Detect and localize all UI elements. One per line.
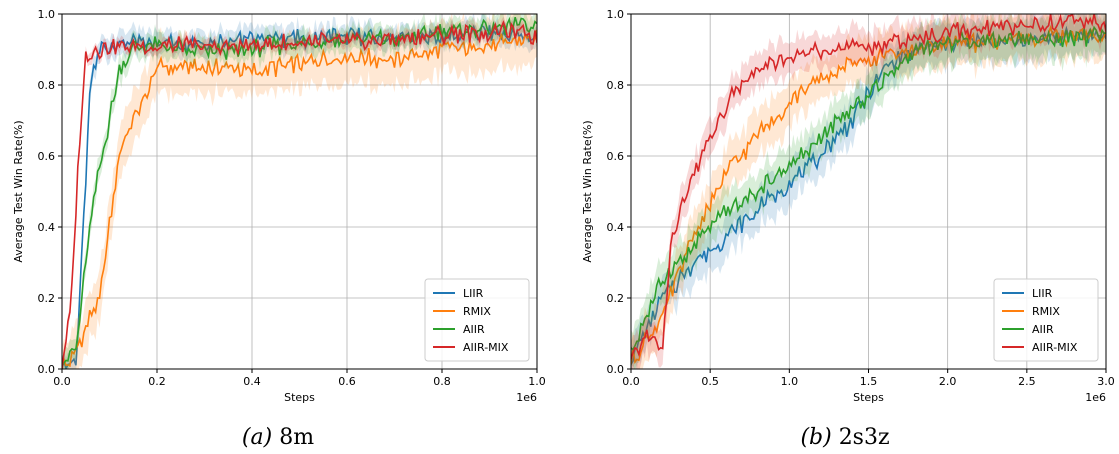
caption: (a) 8m — [242, 425, 314, 450]
x-tick-label: 1.0 — [528, 375, 546, 388]
x-tick-label: 2.5 — [1018, 375, 1036, 388]
legend-label: RMIX — [1032, 305, 1060, 318]
y-tick-label: 0.0 — [38, 363, 56, 376]
x-tick-label: 0.2 — [148, 375, 166, 388]
legend-label: AIIR-MIX — [1032, 341, 1078, 354]
band-rmix — [62, 14, 537, 369]
y-tick-label: 0.0 — [607, 363, 625, 376]
x-tick-label: 1.0 — [781, 375, 799, 388]
plot-area — [631, 14, 1106, 369]
series-line-rmix — [62, 29, 537, 369]
y-tick-label: 1.0 — [38, 8, 56, 21]
chart-panel-2: 0.0 0.5 1.0 1.5 2.0 2.5 3.0 0.0 0.2 0.4 0.6 0.8 1.0 S… — [581, 8, 1115, 450]
series-line-aiir-mix — [631, 14, 1106, 360]
x-axis-label: Steps — [284, 391, 315, 404]
caption-prefix: (a) — [242, 425, 279, 450]
band-rmix — [631, 14, 1106, 369]
y-tick-label: 0.8 — [607, 79, 625, 92]
band-aiir — [631, 14, 1106, 369]
series-line-aiir-mix — [62, 20, 537, 369]
y-tick-label: 0.4 — [38, 221, 56, 234]
caption-name: 2s3z — [839, 425, 890, 450]
x-tick-label: 0.0 — [622, 375, 640, 388]
x-offset-label: 1e6 — [1085, 391, 1106, 404]
plot-area — [62, 14, 537, 369]
x-tick-label: 2.0 — [939, 375, 957, 388]
y-axis-label: Average Test Win Rate(%) — [581, 120, 594, 262]
x-tick-label: 1.5 — [860, 375, 878, 388]
series-line-rmix — [631, 24, 1106, 365]
series-line-liir — [62, 24, 537, 369]
x-tick-label: 0.5 — [701, 375, 719, 388]
chart-panel-1: 0.0 0.2 0.4 0.6 0.8 1.0 0.0 0.2 0.4 0.6 0.8 1.0 Step… — [12, 8, 546, 450]
x-tick-label: 3.0 — [1097, 375, 1115, 388]
legend-label: LIIR — [463, 287, 484, 300]
y-axis-label: Average Test Win Rate(%) — [12, 120, 25, 262]
x-axis-label: Steps — [853, 391, 884, 404]
y-tick-label: 0.2 — [38, 292, 56, 305]
caption-prefix: (b) — [800, 425, 838, 450]
caption-name: 8m — [279, 425, 314, 450]
x-tick-label: 0.4 — [243, 375, 261, 388]
x-offset-label: 1e6 — [516, 391, 537, 404]
legend: LIIR RMIX AIIR AIIR-MIX — [424, 278, 530, 362]
x-tick-label: 0.6 — [338, 375, 356, 388]
legend-box — [424, 278, 530, 362]
y-tick-label: 0.8 — [38, 79, 56, 92]
legend: LIIR RMIX AIIR AIIR-MIX — [993, 278, 1099, 362]
series-line-aiir — [631, 25, 1106, 351]
y-tick-label: 0.6 — [607, 150, 625, 163]
y-tick-label: 1.0 — [607, 8, 625, 21]
y-tick-label: 0.2 — [607, 292, 625, 305]
x-tick-label: 0.0 — [53, 375, 71, 388]
legend-label: RMIX — [463, 305, 491, 318]
legend-label: LIIR — [1032, 287, 1053, 300]
legend-label: AIIR-MIX — [463, 341, 509, 354]
y-tick-label: 0.6 — [38, 150, 56, 163]
legend-label: AIIR — [463, 323, 485, 336]
y-tick-label: 0.4 — [607, 221, 625, 234]
x-tick-label: 0.8 — [433, 375, 451, 388]
legend-label: AIIR — [1032, 323, 1054, 336]
axes-frame — [61, 13, 538, 370]
legend-box — [993, 278, 1099, 362]
band-liir — [631, 14, 1106, 369]
caption: (b) 2s3z — [800, 425, 889, 450]
